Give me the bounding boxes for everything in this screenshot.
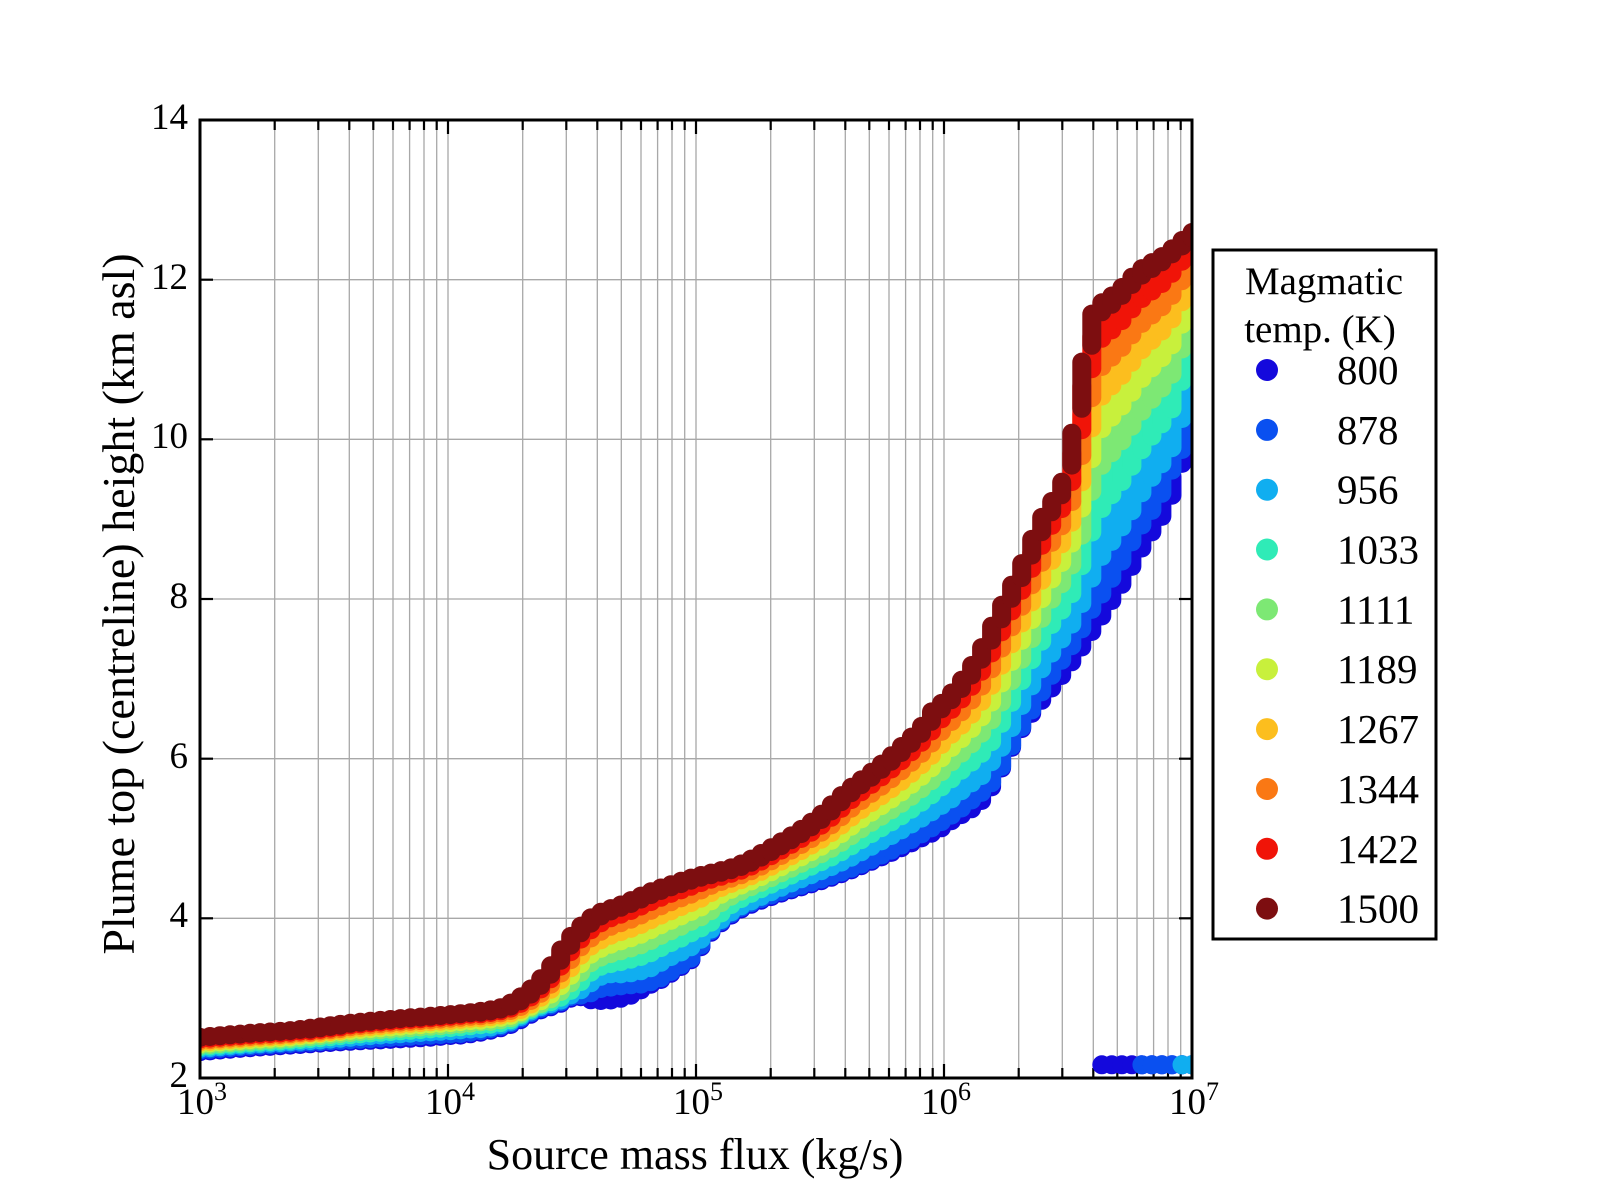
svg-text:800: 800 bbox=[1337, 347, 1399, 393]
svg-text:1344: 1344 bbox=[1337, 766, 1419, 812]
svg-text:1189: 1189 bbox=[1337, 646, 1417, 692]
svg-text:Magmatic: Magmatic bbox=[1245, 260, 1403, 303]
svg-text:1422: 1422 bbox=[1337, 826, 1419, 872]
svg-text:10: 10 bbox=[151, 416, 188, 457]
svg-text:Source mass flux (kg/s): Source mass flux (kg/s) bbox=[487, 1130, 904, 1179]
svg-text:Plume top (centreline) height: Plume top (centreline) height (km asl) bbox=[93, 253, 144, 954]
svg-text:12: 12 bbox=[151, 257, 188, 298]
svg-text:1267: 1267 bbox=[1337, 706, 1419, 752]
svg-text:1111: 1111 bbox=[1337, 586, 1414, 632]
svg-text:6: 6 bbox=[170, 736, 189, 777]
svg-text:temp. (K): temp. (K) bbox=[1244, 308, 1396, 351]
svg-text:14: 14 bbox=[151, 97, 188, 138]
svg-text:878: 878 bbox=[1337, 407, 1399, 453]
svg-text:2: 2 bbox=[170, 1055, 189, 1096]
svg-text:103: 103 bbox=[177, 1077, 227, 1123]
svg-text:956: 956 bbox=[1337, 467, 1399, 513]
svg-text:1033: 1033 bbox=[1337, 527, 1419, 573]
svg-text:8: 8 bbox=[170, 576, 189, 617]
svg-text:4: 4 bbox=[170, 895, 189, 936]
svg-text:1500: 1500 bbox=[1337, 886, 1419, 932]
